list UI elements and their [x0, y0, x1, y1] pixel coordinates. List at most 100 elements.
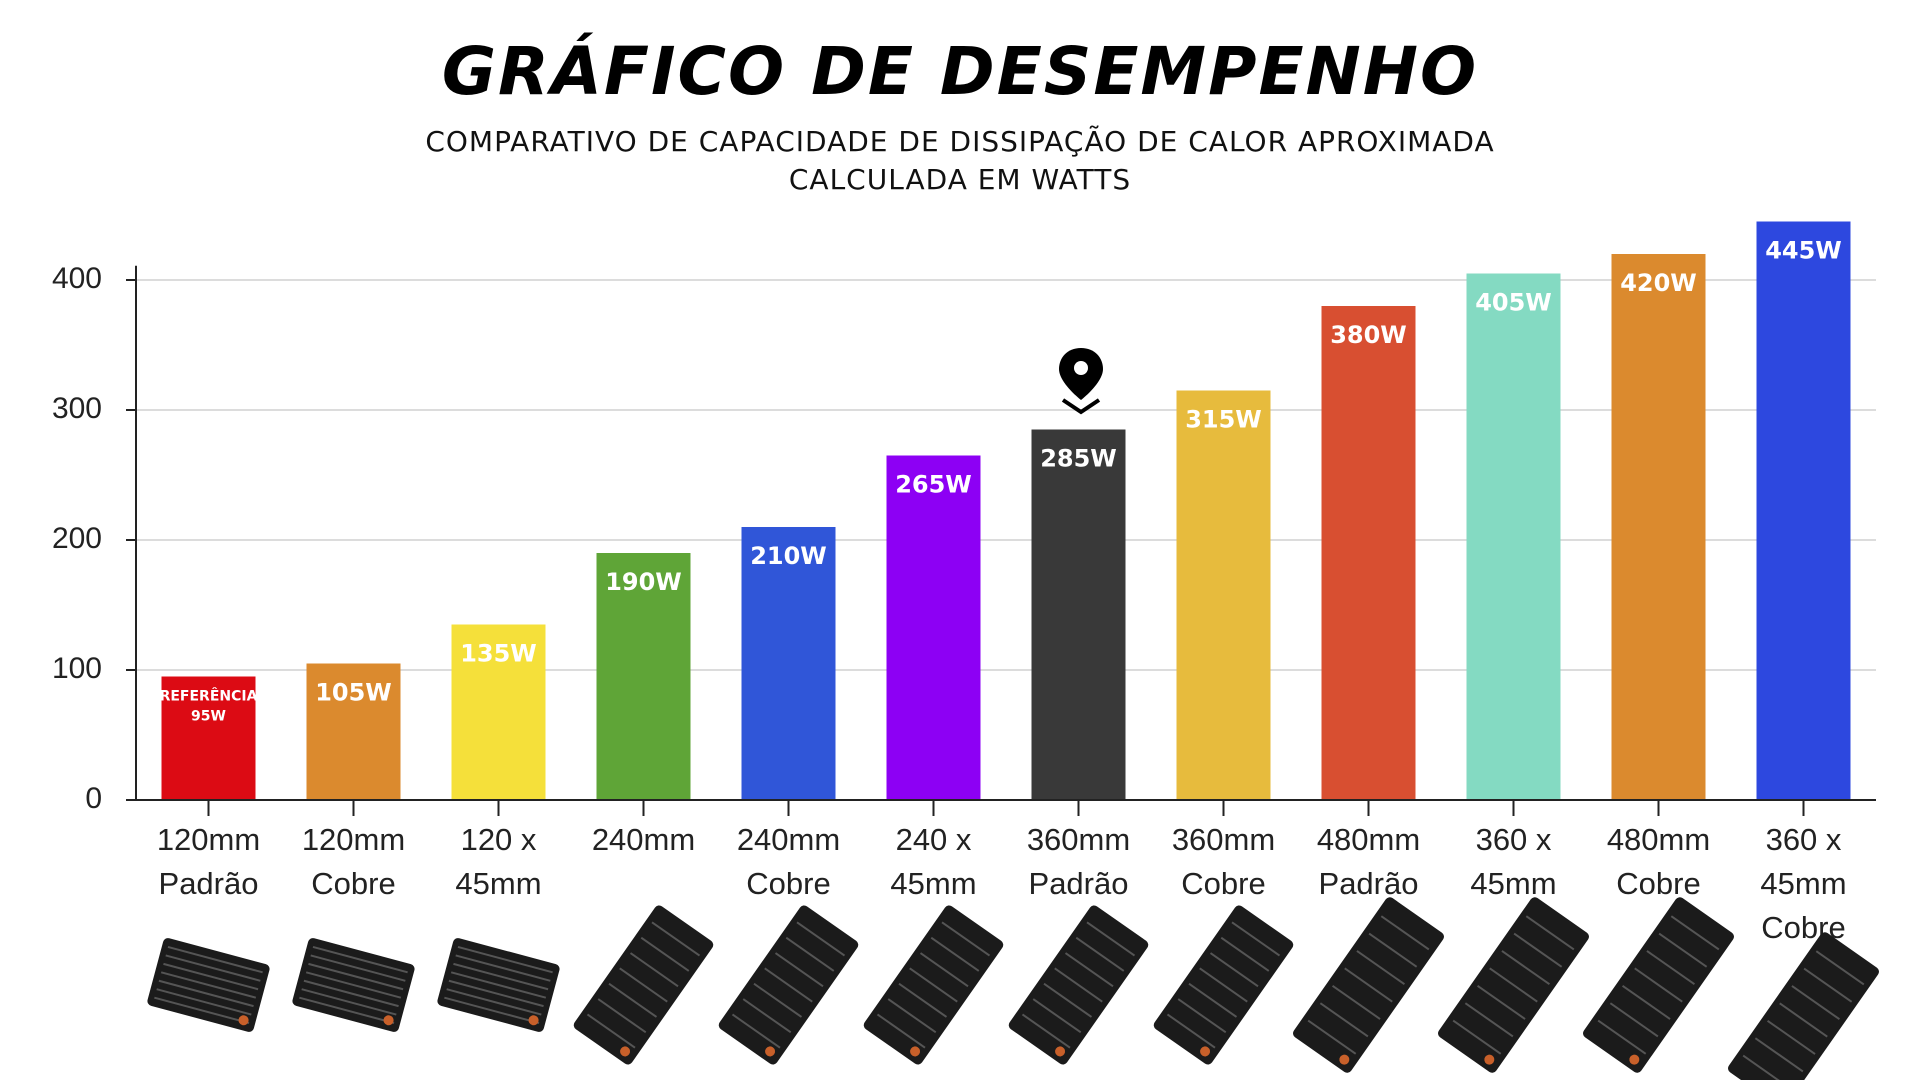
- radiator-fin: [1043, 982, 1093, 1018]
- bar: [451, 624, 546, 800]
- radiator-fin: [156, 988, 252, 1016]
- radiator-fin: [764, 967, 813, 1003]
- radiator-fin: [1032, 998, 1082, 1034]
- chart-subtitle: CALCULADA EM WATTS: [789, 163, 1131, 196]
- radiator-fin: [450, 971, 547, 999]
- radiator-body: [1728, 932, 1879, 1080]
- radiator-port: [910, 1046, 921, 1057]
- radiator-image: [1583, 897, 1734, 1073]
- bar: [1611, 254, 1706, 800]
- radiator-fin: [160, 971, 257, 999]
- radiator-fin: [742, 998, 792, 1034]
- radiator-fin: [167, 945, 263, 974]
- radiator-fin: [303, 979, 399, 1008]
- radiator-fin: [312, 945, 408, 974]
- radiator-fin: [1501, 950, 1551, 986]
- value-label: 105W: [315, 679, 392, 707]
- value-label: 315W: [1185, 406, 1262, 434]
- radiator-fin: [608, 982, 658, 1018]
- bar: [1321, 306, 1416, 800]
- radiator-fin: [774, 952, 824, 988]
- radiator-fin: [1331, 984, 1381, 1020]
- radiator-fin: [930, 936, 980, 972]
- radiator-port: [238, 1015, 249, 1026]
- location-pin: [1059, 348, 1103, 415]
- x-tick-label: Cobre: [746, 866, 830, 901]
- radiator-image: [863, 905, 1004, 1065]
- x-tick-label: 480mm: [1317, 822, 1420, 857]
- radiator-fin: [444, 996, 540, 1025]
- radiator-fin: [1307, 1019, 1357, 1055]
- radiator-fin: [753, 982, 803, 1018]
- radiator-fin: [597, 998, 647, 1034]
- radiator-fin: [301, 988, 397, 1016]
- value-label: 135W: [460, 640, 537, 668]
- radiator-image: [1153, 905, 1294, 1065]
- radiator-fin: [1476, 984, 1526, 1020]
- radiator-fin: [1791, 985, 1841, 1021]
- radiator-image: [718, 905, 859, 1065]
- radiator-fin: [310, 954, 406, 982]
- radiator-fin: [619, 967, 668, 1003]
- radiator-fin: [453, 962, 549, 991]
- radiator-fin: [1075, 936, 1125, 972]
- radiator-fin: [1597, 1019, 1647, 1055]
- radiator-port: [528, 1015, 539, 1026]
- reference-label: REFERÊNCIA: [160, 688, 258, 705]
- x-tick-label: 480mm: [1607, 822, 1710, 857]
- radiator-port: [1629, 1054, 1640, 1065]
- x-tick-label: 45mm: [1760, 866, 1846, 901]
- radiator-fin: [909, 967, 958, 1003]
- radiator-fin: [154, 996, 250, 1025]
- radiator-fin: [1064, 952, 1114, 988]
- radiator-fin: [1513, 932, 1563, 968]
- radiator-fin: [640, 936, 690, 972]
- x-tick-label: 120mm: [157, 822, 260, 857]
- radiator-fin: [1815, 950, 1865, 986]
- radiator-port: [620, 1046, 631, 1057]
- x-tick-label: Cobre: [311, 866, 395, 901]
- radiator-fin: [1803, 967, 1853, 1003]
- y-tick-label: 200: [52, 522, 102, 555]
- radiator-port: [1339, 1054, 1350, 1065]
- radiator-fin: [629, 952, 679, 988]
- value-label: 190W: [605, 568, 682, 596]
- radiator-fin: [1452, 1019, 1502, 1055]
- radiator-image: [292, 938, 415, 1032]
- radiator-fin: [1220, 936, 1270, 972]
- radiator-fin: [1779, 1002, 1828, 1038]
- radiator-fin: [1525, 915, 1575, 951]
- y-tick-label: 400: [52, 262, 102, 295]
- radiator-fin: [785, 936, 835, 972]
- bar: [886, 455, 981, 800]
- y-tick-label: 300: [52, 392, 102, 425]
- x-tick-label: 240mm: [737, 822, 840, 857]
- y-tick-label: 100: [52, 652, 102, 685]
- value-label: 285W: [1040, 445, 1117, 473]
- radiator-fin: [651, 921, 701, 957]
- radiator-fin: [455, 954, 551, 982]
- radiator-image: [573, 905, 714, 1065]
- x-tick-label: Padrão: [1319, 866, 1419, 901]
- bar: [306, 663, 401, 800]
- radiator-fin: [1344, 967, 1393, 1003]
- radiator-fin: [457, 945, 553, 974]
- radiator-fin: [1319, 1002, 1369, 1038]
- radiator-fin: [165, 954, 261, 982]
- radiator-image: [147, 938, 270, 1032]
- radiator-fin: [1177, 998, 1227, 1034]
- x-tick-label: 45mm: [455, 866, 541, 901]
- radiator-fin: [1166, 1013, 1216, 1049]
- radiator-fin: [448, 979, 544, 1008]
- radiator-fin: [1209, 952, 1259, 988]
- radiator-fin: [796, 921, 846, 957]
- x-tick-label: 120mm: [302, 822, 405, 857]
- radiator-image: [437, 938, 560, 1032]
- radiator-fin: [1670, 915, 1720, 951]
- x-tick-label: 360mm: [1172, 822, 1275, 857]
- radiator-fin: [308, 962, 404, 991]
- x-tick-label: 360 x: [1766, 822, 1842, 857]
- radiator-fin: [1188, 982, 1238, 1018]
- radiator-fin: [1634, 967, 1683, 1003]
